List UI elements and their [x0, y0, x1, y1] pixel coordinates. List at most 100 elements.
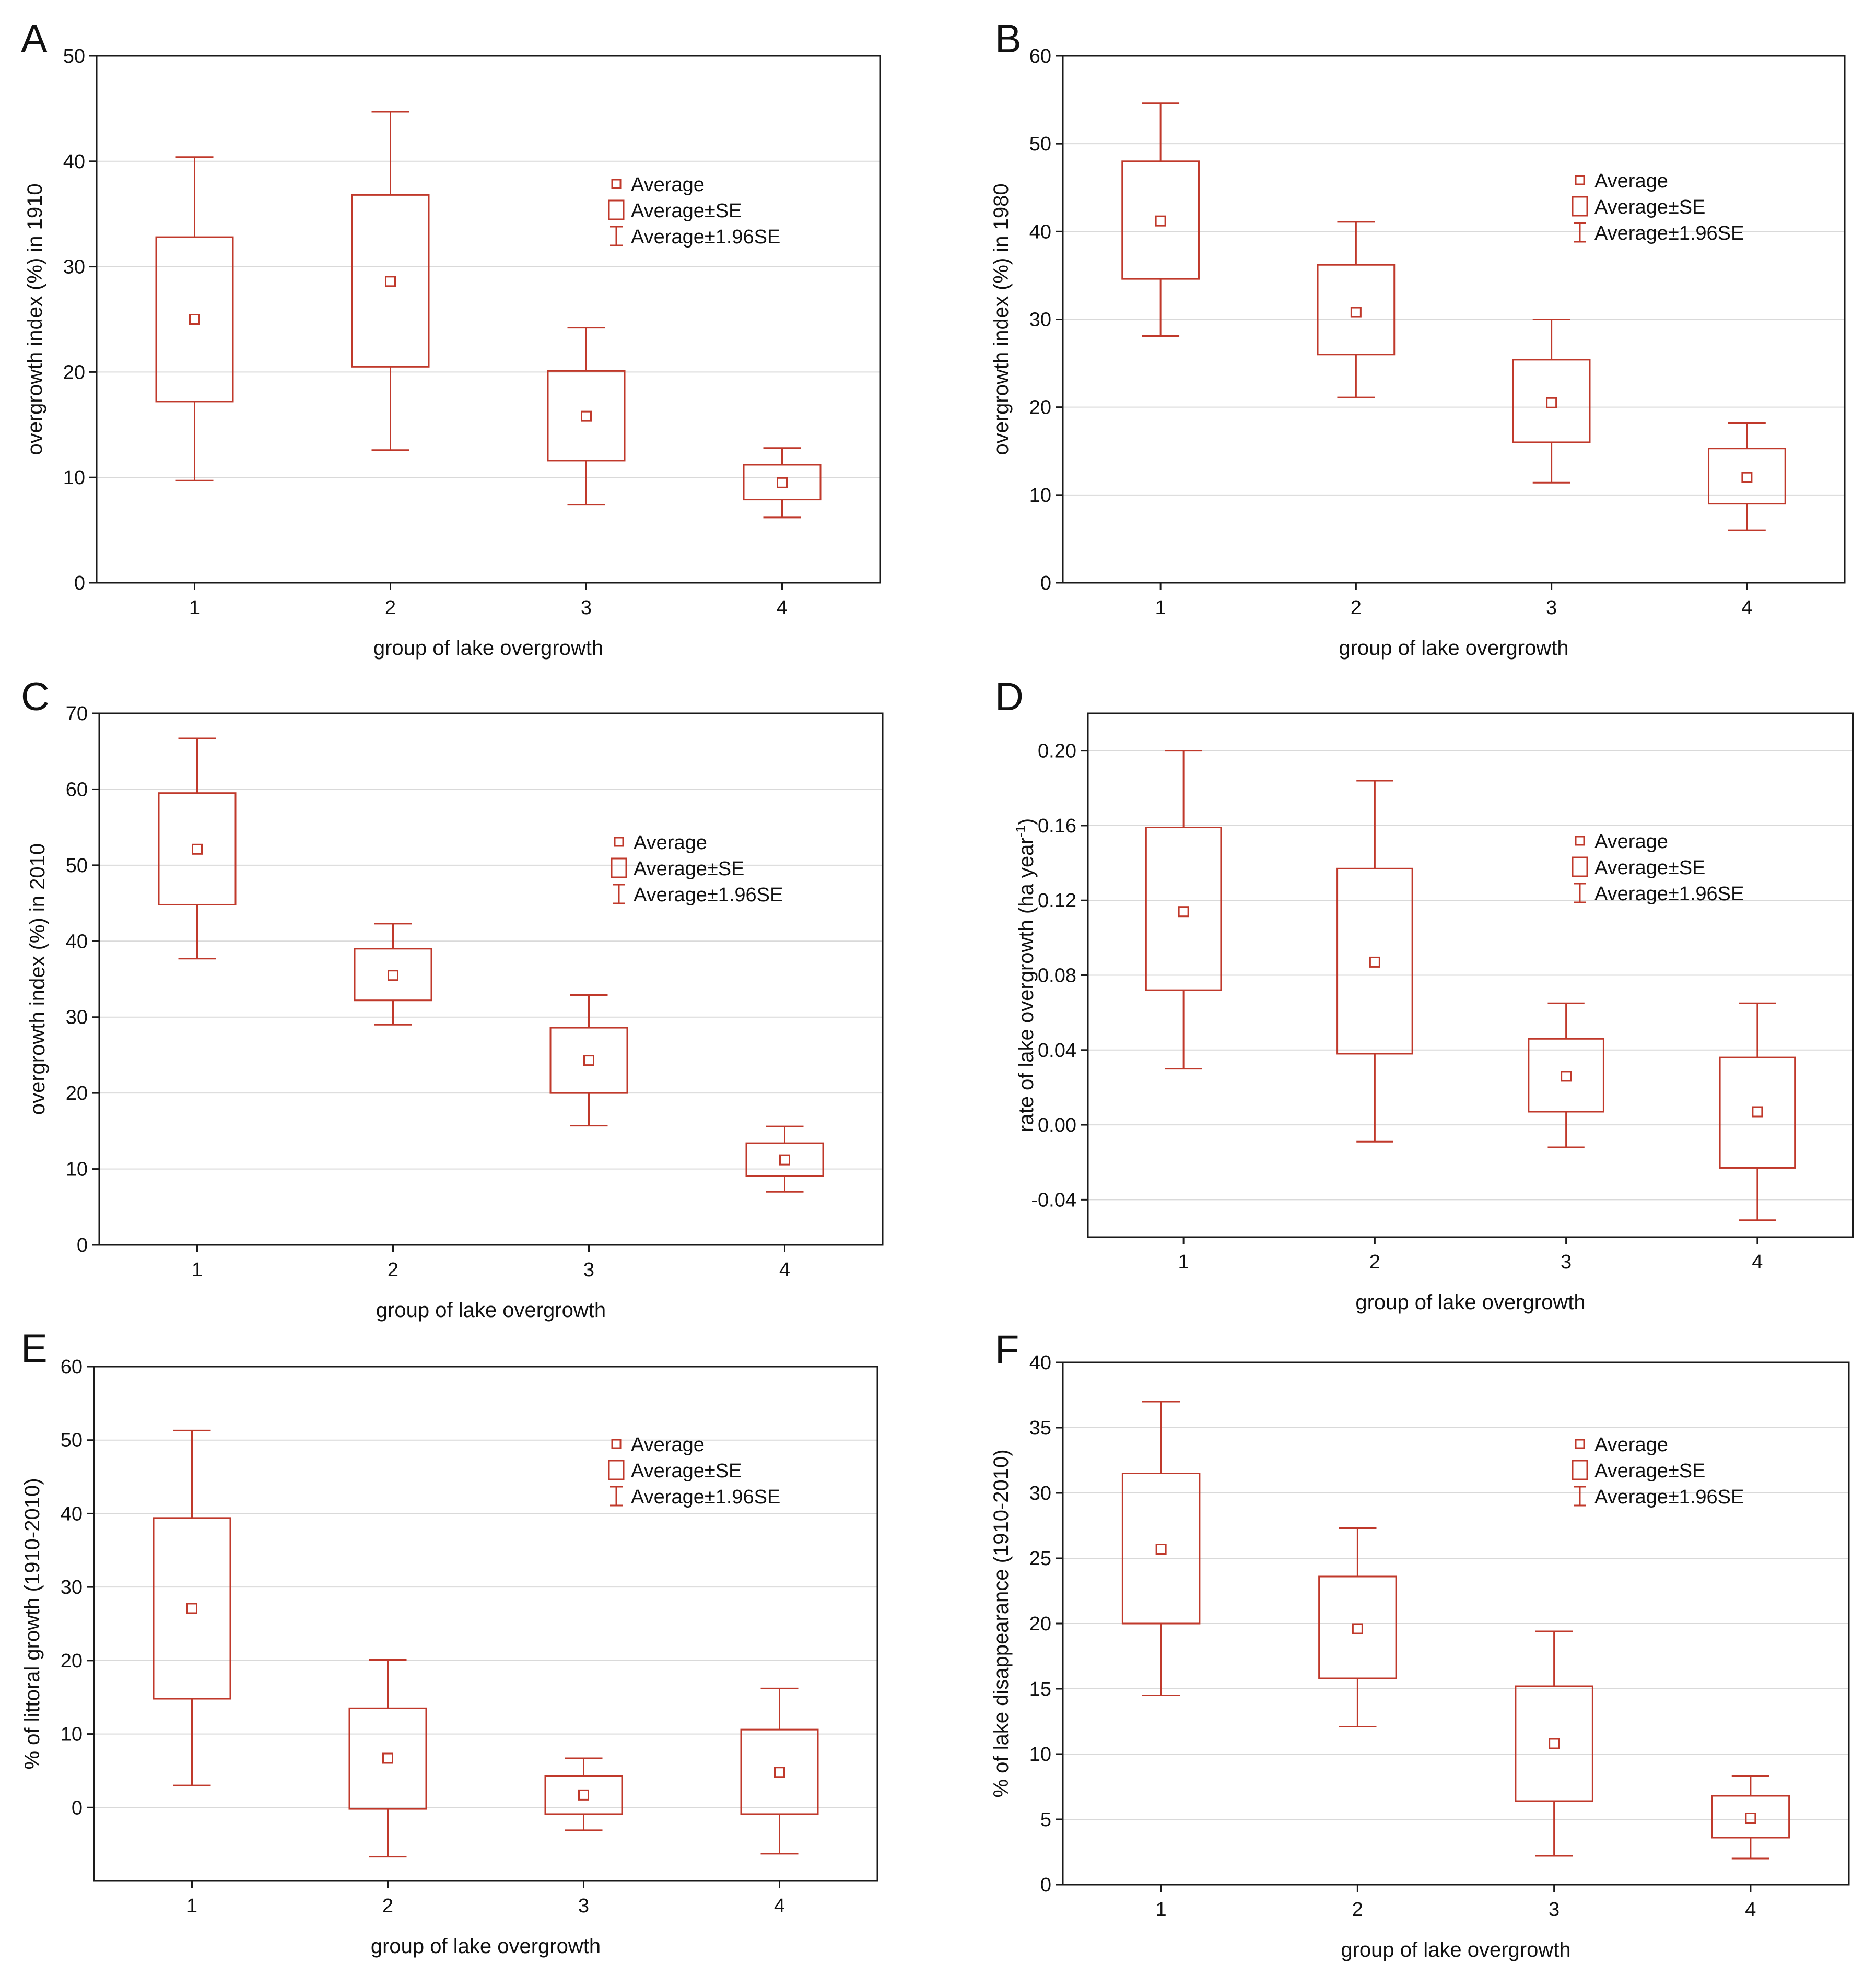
y-tick-label: 0.16 — [1038, 815, 1076, 837]
y-axis-label-text: overgrowth index (%) in 2010 — [26, 843, 49, 1115]
x-tick-label: 3 — [1546, 597, 1557, 619]
se-box — [158, 792, 237, 905]
x-tick-label: 2 — [1369, 1251, 1380, 1273]
legend-mean-swatch — [611, 1439, 622, 1449]
se-box — [1318, 1575, 1397, 1679]
y-tick-label: 0.20 — [1038, 740, 1076, 762]
y-tick-label: 10 — [1029, 1744, 1051, 1766]
x-tick-label: 1 — [192, 1259, 203, 1281]
box-group-4 — [1708, 422, 1786, 531]
panel-letter: B — [995, 17, 1022, 61]
y-axis-label: overgrowth index (%) in 2010 — [26, 843, 49, 1115]
se-box — [153, 1517, 231, 1700]
x-tick-label: 2 — [1351, 597, 1362, 619]
legend-se-swatch — [608, 199, 625, 220]
y-axis-label-text: overgrowth index (%) in 1980 — [990, 183, 1013, 455]
box-group-3 — [547, 327, 626, 506]
y-tick-label: 20 — [61, 1650, 83, 1672]
mean-marker — [1752, 1106, 1763, 1118]
x-tick-label: 3 — [583, 1259, 594, 1281]
mean-marker — [388, 970, 398, 981]
y-axis-label: % of lake disappearance (1910-2010) — [990, 1449, 1013, 1797]
panel-letter: F — [995, 1327, 1019, 1372]
box-group-1 — [1121, 1401, 1201, 1696]
mean-marker — [774, 1767, 785, 1778]
y-axis-label-text: rate of lake overgrowth (ha year — [1015, 837, 1038, 1132]
legend-label-average: Average — [1594, 831, 1668, 853]
se-box — [1512, 359, 1591, 443]
x-tick-label: 2 — [385, 597, 396, 619]
legend-mean-swatch — [1575, 1439, 1585, 1449]
legend: Average Average±SE Average±1.96SE — [611, 832, 783, 906]
y-tick-label: 30 — [66, 1007, 88, 1029]
y-tick-label: 15 — [1029, 1678, 1051, 1700]
se-box — [348, 1707, 427, 1810]
box-group-4 — [740, 1687, 819, 1855]
plot-frame — [93, 1366, 878, 1882]
legend: Average Average±SE Average±1.96SE — [608, 174, 780, 248]
x-axis-label: group of lake overgrowth — [1341, 1938, 1570, 1961]
mean-marker — [1549, 1738, 1560, 1749]
mean-marker — [581, 410, 592, 422]
y-tick-label: 20 — [1029, 1613, 1051, 1635]
box-group-1 — [155, 156, 234, 481]
x-tick-label: 3 — [581, 597, 592, 619]
y-tick-label: 5 — [1040, 1809, 1051, 1831]
box-group-2 — [351, 111, 430, 451]
y-axis-label: overgrowth index (%) in 1980 — [990, 183, 1013, 455]
se-box — [1121, 1473, 1201, 1625]
y-tick-label: -0.04 — [1031, 1189, 1076, 1211]
y-axis-label-text: overgrowth index (%) in 1910 — [24, 183, 46, 455]
y-tick-label: 60 — [1029, 45, 1051, 67]
x-tick-label: 1 — [1156, 1899, 1167, 1921]
se-box — [740, 1728, 819, 1815]
se-box — [1708, 448, 1786, 505]
legend-mean-swatch — [1575, 836, 1585, 846]
legend-se-swatch — [1572, 856, 1588, 877]
x-tick-label: 1 — [1155, 597, 1166, 619]
mean-marker — [382, 1752, 393, 1764]
box-group-2 — [1317, 221, 1396, 398]
panel-letter: E — [21, 1326, 48, 1371]
se-box — [1711, 1795, 1790, 1839]
y-tick-label: 40 — [66, 931, 88, 952]
mean-marker — [578, 1789, 589, 1801]
y-tick-label: 20 — [1029, 397, 1051, 419]
y-tick-label: 30 — [61, 1577, 83, 1598]
se-box — [745, 1142, 824, 1177]
legend: Average Average±SE Average±1.96SE — [608, 1434, 780, 1508]
mean-marker — [779, 1154, 790, 1166]
legend: Average Average±SE Average±1.96SE — [1572, 1434, 1744, 1508]
y-tick-label: 10 — [63, 467, 85, 489]
legend-se-swatch — [1572, 196, 1588, 217]
box-group-4 — [743, 447, 822, 519]
y-tick-label: 70 — [66, 703, 88, 725]
legend-mean-swatch — [1575, 175, 1585, 185]
box-group-3 — [544, 1757, 623, 1831]
box-group-4 — [1711, 1775, 1790, 1860]
y-tick-label: 40 — [1029, 221, 1051, 243]
y-tick-label: 0 — [77, 1234, 88, 1256]
legend-label-se: Average±SE — [1594, 1460, 1705, 1482]
legend-label-ci: Average±1.96SE — [1594, 883, 1744, 905]
legend-label-se: Average±SE — [1594, 196, 1705, 218]
mean-marker — [1155, 215, 1166, 227]
se-box — [351, 194, 430, 368]
se-box — [549, 1027, 628, 1094]
plot-frame — [96, 55, 881, 584]
mean-marker — [1745, 1813, 1756, 1824]
se-box — [1336, 867, 1413, 1055]
x-axis-label: group of lake overgrowth — [376, 1299, 606, 1322]
se-box — [354, 948, 432, 1002]
legend-label-se: Average±SE — [1594, 857, 1705, 879]
legend-label-ci: Average±1.96SE — [631, 226, 780, 248]
box-group-1 — [158, 737, 237, 960]
legend-label-ci: Average±1.96SE — [1594, 1486, 1744, 1508]
y-tick-label: 30 — [1029, 1483, 1051, 1504]
legend-label-average: Average — [1594, 1434, 1668, 1456]
y-tick-label: 25 — [1029, 1548, 1051, 1570]
mean-marker — [777, 477, 788, 488]
se-box — [1145, 827, 1222, 991]
y-axis-label: rate of lake overgrowth (ha year-1) — [1013, 818, 1038, 1132]
